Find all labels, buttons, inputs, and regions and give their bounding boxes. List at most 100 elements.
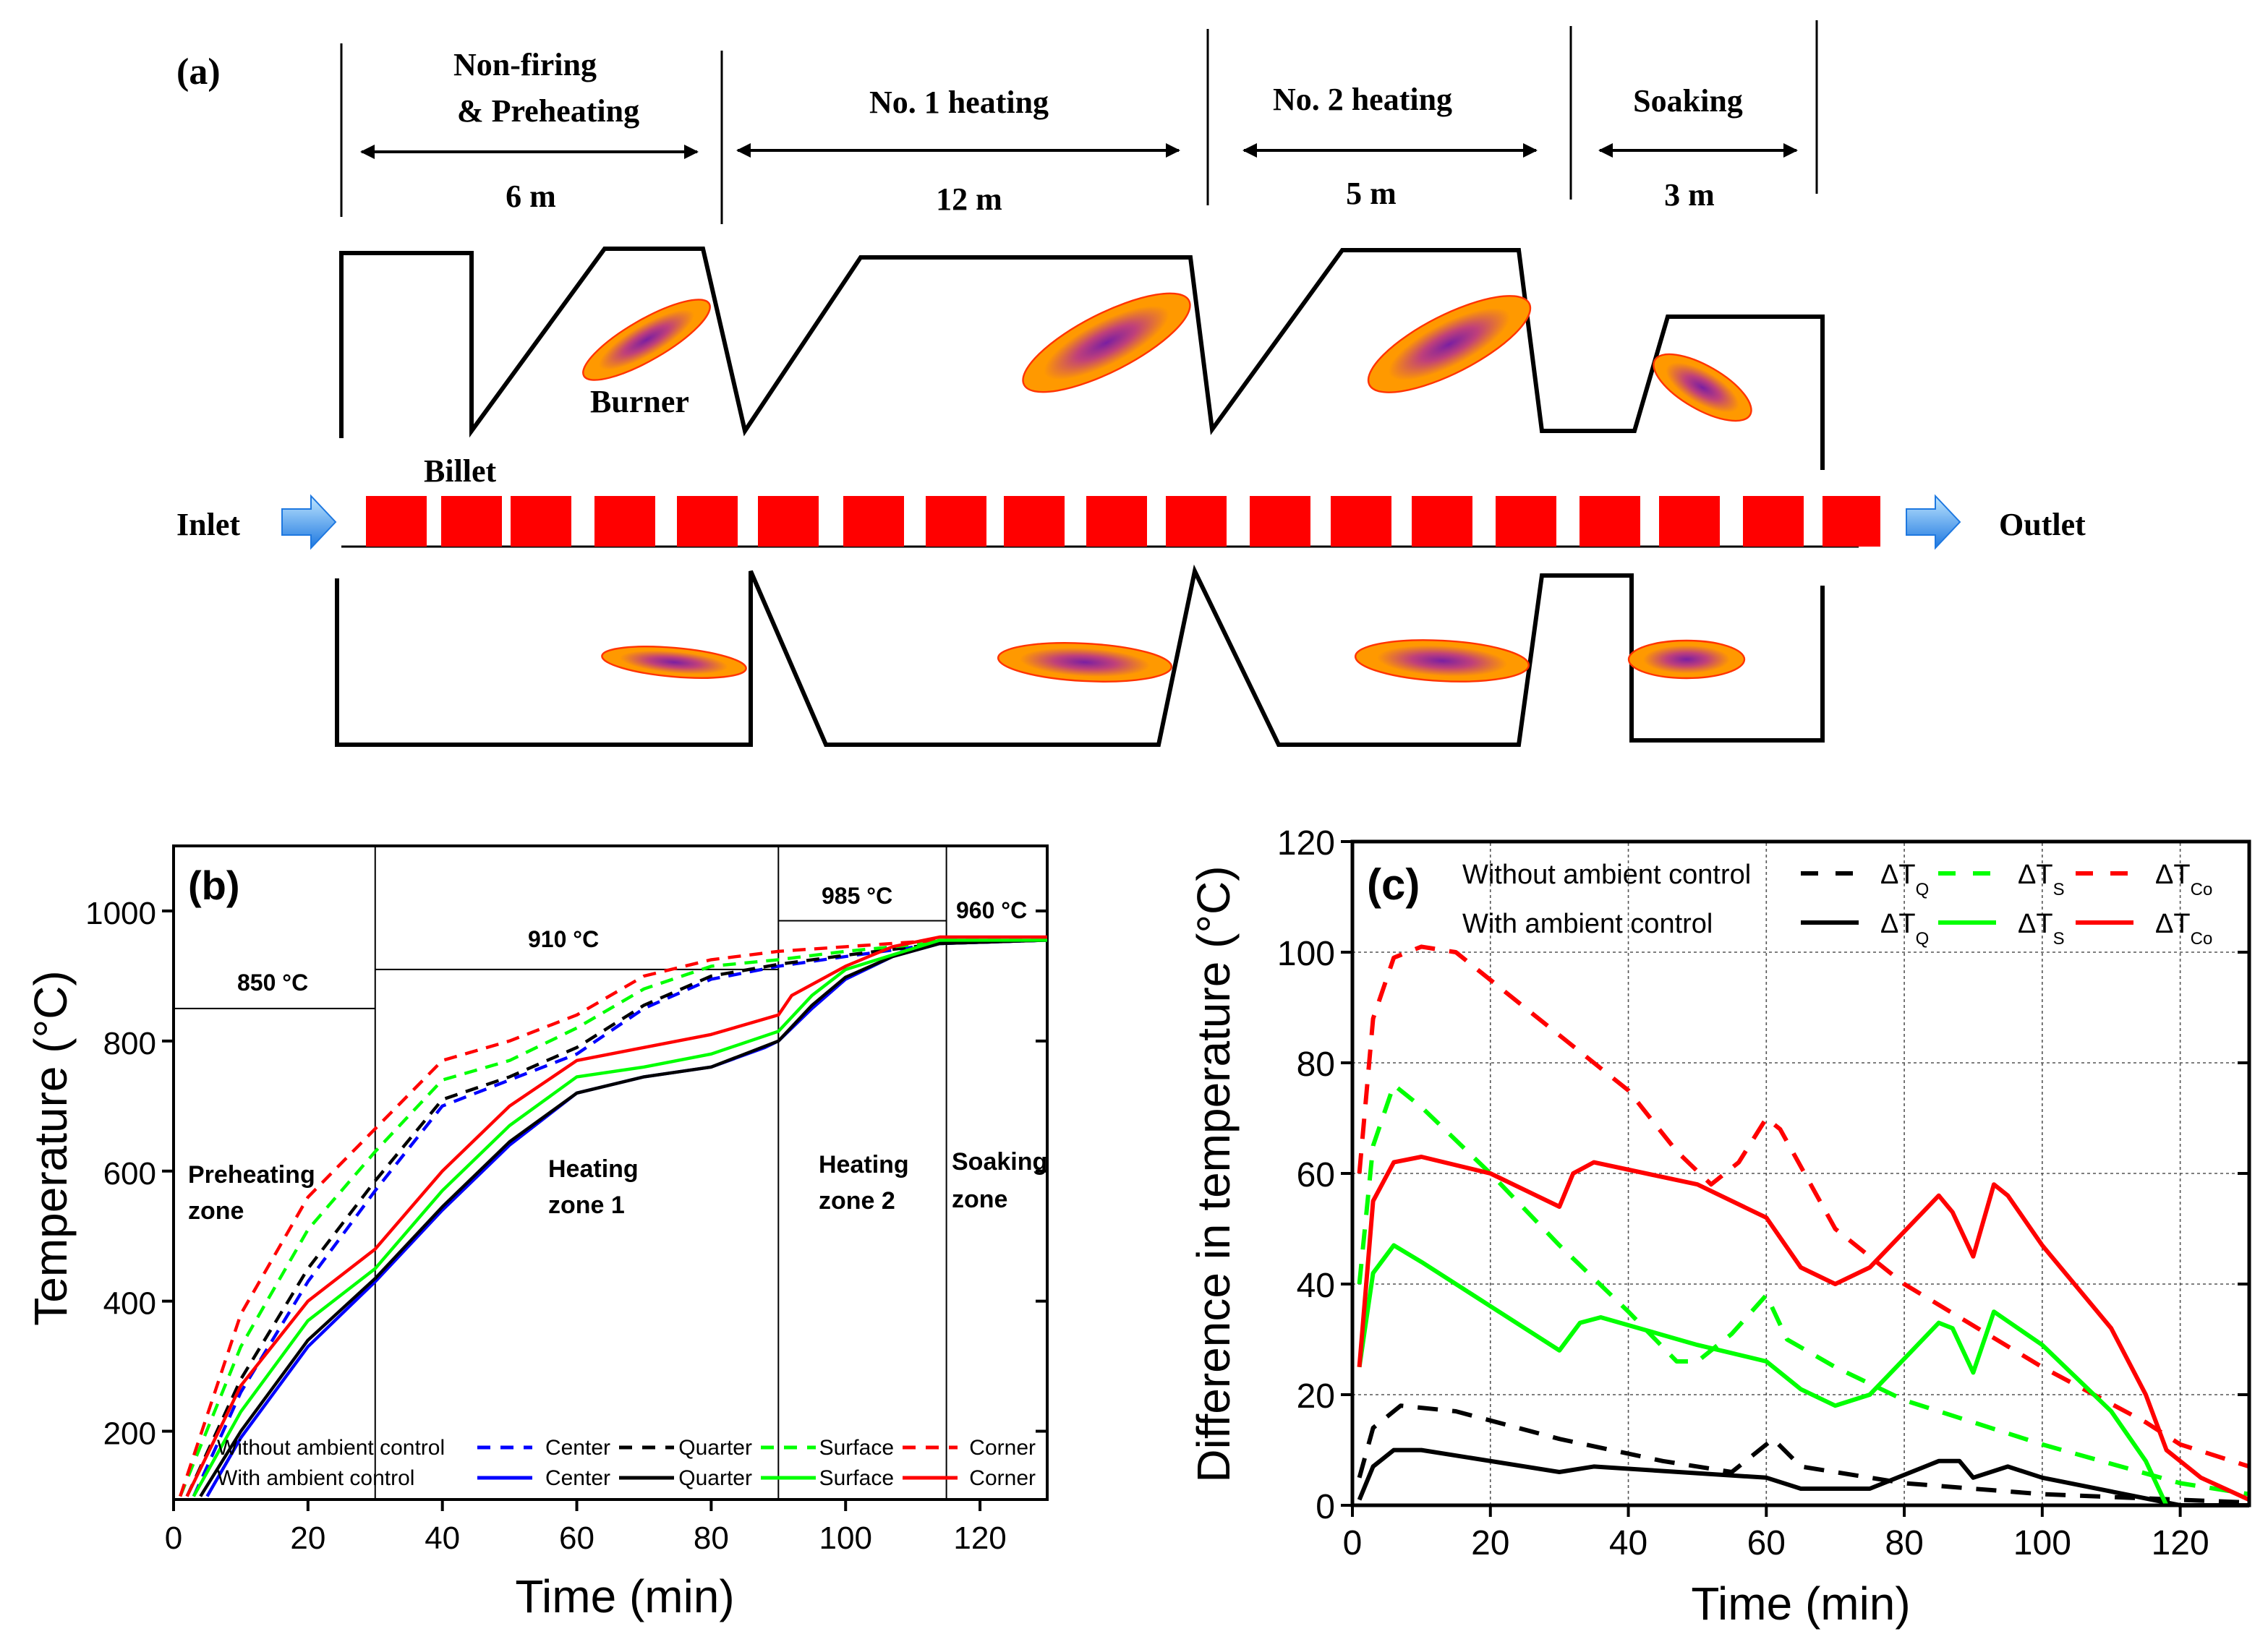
series-line-dashed-q: [1357, 1403, 2250, 1505]
zone-name-heating2: No. 2 heating: [1273, 82, 1452, 117]
zone-length-soaking: 3 m: [1664, 177, 1715, 213]
flame-icon: [1653, 353, 1752, 422]
flame-icon: [1367, 295, 1532, 393]
x-tick-label: 60: [1747, 1524, 1786, 1562]
series-line-solid-quarter: [199, 938, 1048, 1497]
y-tick-label: 400: [103, 1286, 156, 1322]
legend-entry-label: Center: [545, 1466, 610, 1490]
zone-label: Heating: [819, 1151, 909, 1178]
legend-entry-symbol: ΔT: [2018, 860, 2053, 890]
billet: [677, 496, 738, 547]
y-tick-label: 60: [1297, 1156, 1335, 1194]
legend-entry-label: ΔTS: [2018, 909, 2065, 949]
legend-entry-symbol: ΔT: [2155, 860, 2191, 890]
billet: [1331, 496, 1391, 547]
x-tick-label: 20: [290, 1520, 325, 1556]
series: [1357, 944, 2251, 1507]
legend-entry-subscript: S: [2053, 929, 2065, 949]
legend-group-label: With ambient control: [217, 1466, 414, 1490]
x-tick-label: 100: [819, 1520, 872, 1556]
legend-entry-label: ΔTS: [2018, 860, 2065, 899]
zone-labels: Preheating zone Heating zone 1 Heating z…: [188, 1148, 1047, 1225]
zone-length-heating1: 12 m: [936, 181, 1002, 217]
ticks: 0 20 40 60 80 100 120 0 20 40 60 80 100 120: [1277, 824, 2249, 1562]
x-tick-label: 120: [953, 1520, 1006, 1556]
billet: [1659, 496, 1720, 547]
legend: Without ambient control Center Quarter Surf…: [217, 1436, 1036, 1490]
billet-label: Billet: [424, 453, 497, 489]
flame-icon: [601, 646, 747, 679]
series: [179, 935, 1048, 1497]
billet: [1743, 496, 1804, 547]
series-line-solid-s: [1357, 1243, 2169, 1507]
legend-entry-symbol: ΔT: [1880, 909, 1916, 939]
plot-frame: [172, 844, 1049, 1501]
zone-label: Soaking: [952, 1148, 1047, 1176]
series-line-solid-corner: [185, 935, 1047, 1497]
zone-label: zone: [952, 1186, 1007, 1213]
series-line-solid-q: [1357, 1447, 2249, 1507]
series-line-dashed-quarter: [185, 938, 1048, 1497]
billet: [1580, 496, 1640, 547]
legend-entry-label: Corner: [969, 1436, 1036, 1460]
y-tick-label: 0: [1316, 1488, 1335, 1526]
y-tick-label: 20: [1297, 1377, 1335, 1416]
legend-group-label: Without ambient control: [1462, 860, 1751, 890]
ticks: 0 20 40 60 80 100 120 200 400 600 800 1000: [85, 896, 1047, 1556]
billet: [1004, 496, 1065, 547]
y-tick-label: 40: [1297, 1267, 1335, 1305]
legend-entry-label: ΔTCo: [2155, 860, 2212, 899]
y-tick-label: 120: [1277, 824, 1335, 863]
billet: [1822, 496, 1880, 547]
panel-a-furnace-diagram: (a) Non-firing & Preheating 6 m No. 1 he…: [176, 20, 2086, 747]
legend-entry-label: ΔTCo: [2155, 909, 2212, 949]
legend-entry-label: Center: [545, 1436, 610, 1460]
legend-entry-symbol: ΔT: [2155, 909, 2191, 939]
billet: [758, 496, 819, 547]
series-line-dashed-co: [1357, 944, 2250, 1469]
y-tick-label: 80: [1297, 1045, 1335, 1084]
flame-icon: [1627, 639, 1746, 680]
zone-length-heating2: 5 m: [1346, 176, 1397, 211]
y-axis-label: Temperature (°C): [25, 970, 77, 1326]
flame-icon: [1022, 292, 1191, 393]
legend-entry-subscript: Co: [2191, 929, 2213, 949]
series-line-dashed-center: [192, 938, 1048, 1497]
inlet-arrow-icon: [281, 494, 337, 550]
billet: [1166, 496, 1227, 547]
billet: [1412, 496, 1472, 547]
setpoint-label: 985 °C: [822, 883, 892, 909]
x-tick-label: 60: [559, 1520, 594, 1556]
billet: [843, 496, 904, 547]
legend-entry-label: ΔTQ: [1880, 909, 1929, 949]
flame-icon: [1354, 639, 1530, 683]
legend-group-label: Without ambient control: [217, 1436, 445, 1460]
legend-entry-subscript: Co: [2191, 880, 2213, 899]
zone-separators: [340, 20, 1818, 224]
billet: [511, 496, 571, 547]
billets: [366, 496, 1880, 547]
billet: [926, 496, 986, 547]
zone-label: zone: [188, 1197, 244, 1225]
series-line-dashed-s: [1357, 1082, 2250, 1497]
legend-group-label: With ambient control: [1462, 909, 1713, 939]
burner-flames: [582, 292, 1752, 683]
furnace-roof: [339, 247, 1825, 470]
y-tick-label: 1000: [85, 896, 156, 931]
y-axis-label: Difference in temperature (°C): [1188, 865, 1240, 1482]
y-tick-label: 600: [103, 1156, 156, 1192]
panel-c-label: (c): [1367, 860, 1420, 909]
legend-entry-subscript: Q: [1916, 929, 1930, 949]
flame-icon: [997, 642, 1173, 683]
billet: [1086, 496, 1147, 547]
legend-entry-label: ΔTQ: [1880, 860, 1929, 899]
billet: [441, 496, 502, 547]
x-tick-label: 40: [425, 1520, 460, 1556]
setpoint-label: 850 °C: [237, 970, 308, 996]
x-tick-label: 0: [1343, 1524, 1363, 1562]
zone-length-preheating: 6 m: [506, 179, 556, 214]
zone-name-preheating-2: & Preheating: [457, 93, 639, 129]
zone-name-preheating: Non-firing: [453, 47, 597, 82]
